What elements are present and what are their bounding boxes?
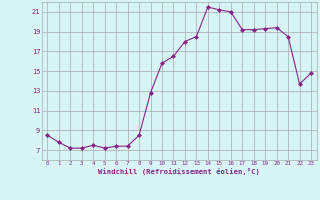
X-axis label: Windchill (Refroidissement éolien,°C): Windchill (Refroidissement éolien,°C) [98, 168, 260, 175]
